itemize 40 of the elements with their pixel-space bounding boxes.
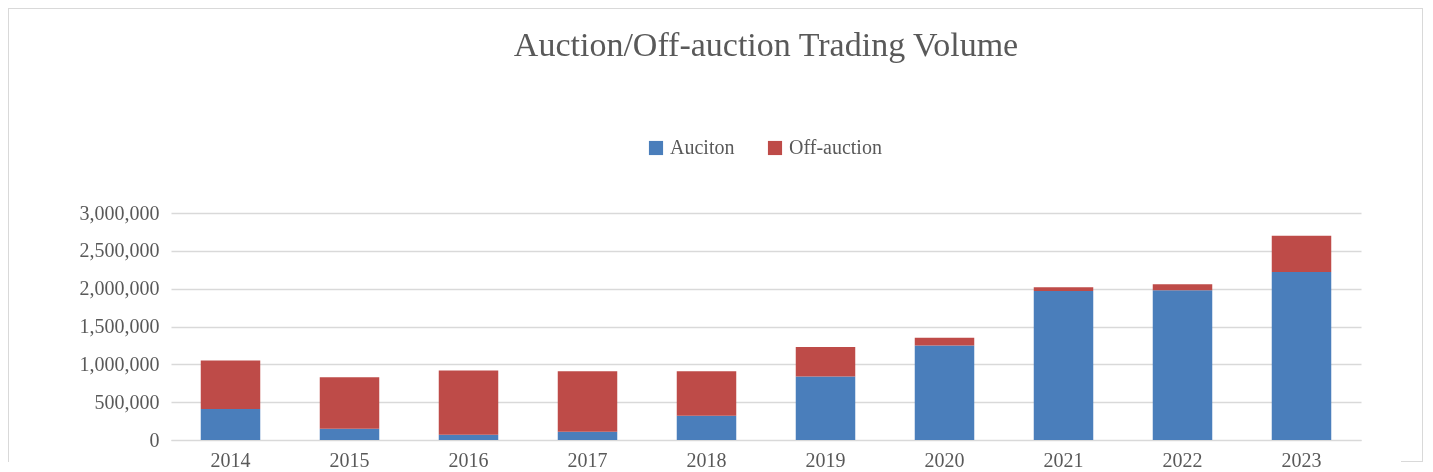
- x-tick-label: 2019: [805, 448, 846, 471]
- y-tick-label: 3,000,000: [79, 201, 160, 224]
- bar: [1271, 272, 1332, 440]
- x-tick-label: 2022: [1162, 448, 1203, 471]
- legend-label: Off-auction: [789, 136, 882, 158]
- bar: [319, 428, 380, 440]
- bar: [319, 377, 380, 429]
- bar: [1033, 287, 1094, 291]
- bar: [676, 415, 737, 440]
- x-tick-label: 2014: [210, 448, 251, 471]
- x-tick-label: 2016: [448, 448, 489, 471]
- bar: [795, 376, 856, 440]
- bar: [200, 360, 261, 409]
- bar: [1271, 235, 1332, 273]
- legend-label: Auciton: [670, 136, 735, 158]
- y-tick-label: 1,500,000: [79, 315, 160, 337]
- bar: [1033, 290, 1094, 440]
- x-tick-label: 2020: [924, 448, 965, 471]
- bar: [1152, 290, 1213, 440]
- bar: [795, 346, 856, 377]
- x-tick-label: 2017: [567, 448, 608, 471]
- y-tick-label: 2,500,000: [79, 239, 160, 262]
- bar: [557, 371, 618, 432]
- y-tick-label: 2,000,000: [79, 277, 160, 300]
- x-tick-label: 2018: [686, 448, 727, 471]
- bar: [914, 337, 975, 346]
- y-tick-label: 0: [149, 428, 160, 451]
- bar: [200, 408, 261, 440]
- bar: [1152, 284, 1213, 291]
- y-tick-label: 1,000,000: [79, 352, 160, 375]
- y-tick-label: 500,000: [94, 390, 160, 413]
- bar: [438, 370, 499, 435]
- chart-title: Auction/Off-auction Trading Volume: [513, 26, 1019, 63]
- bar: [676, 371, 737, 416]
- x-tick-label: 2015: [329, 448, 370, 471]
- bar: [438, 434, 499, 440]
- bar: [557, 431, 618, 440]
- x-tick-label: 2021: [1043, 448, 1084, 471]
- bar: [914, 345, 975, 440]
- x-tick-label: 2023: [1281, 448, 1322, 471]
